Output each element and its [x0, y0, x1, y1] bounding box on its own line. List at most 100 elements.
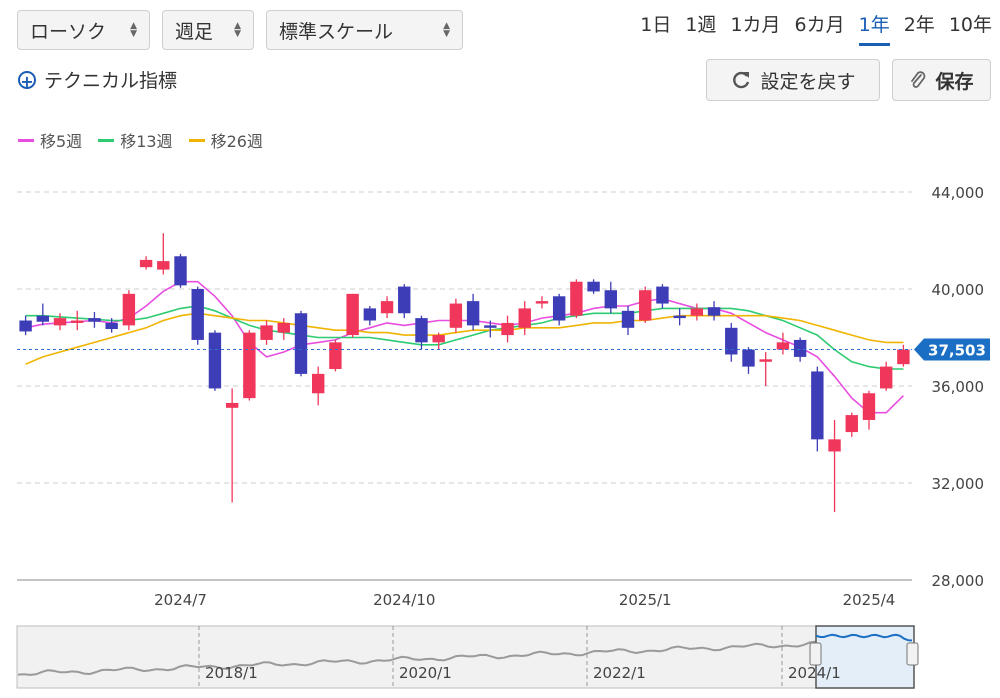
candle-body: [208, 332, 222, 389]
moving-average-line: [25, 280, 904, 414]
candle-body: [105, 322, 118, 330]
candle-body: [243, 332, 256, 399]
select-arrows-icon: ▲ ▼: [443, 21, 450, 39]
candle-body: [122, 293, 136, 326]
period-tab-1w[interactable]: 1週: [685, 14, 717, 36]
candle-body: [449, 303, 463, 328]
period-tab-6m[interactable]: 6カ月: [794, 14, 845, 36]
candle-body: [725, 327, 738, 355]
candle-body: [862, 393, 876, 420]
legend-label: 移13週: [120, 132, 173, 151]
navigator-history-line: [17, 640, 817, 676]
interval-select[interactable]: 週足 ▲ ▼: [162, 10, 254, 50]
x-tick-label: 2024/10: [373, 591, 435, 609]
candle-body: [535, 301, 549, 304]
technical-indicator-button[interactable]: + テクニカル指標: [18, 66, 177, 93]
candle-body: [139, 259, 153, 268]
candle-body: [191, 289, 204, 340]
candle-body: [828, 439, 841, 452]
candle-body: [329, 342, 342, 370]
candle-body: [845, 415, 858, 433]
candle-body: [174, 256, 187, 286]
paperclip-icon: [911, 71, 926, 88]
moving-average-line: [25, 312, 904, 365]
period-tabs: 1日 1週 1カ月 6カ月 1年 2年 10年: [640, 10, 992, 46]
candle-body: [639, 290, 652, 321]
candle-body: [312, 373, 325, 394]
candle-body: [157, 261, 170, 270]
chart-type-select[interactable]: ローソク ▲ ▼: [17, 10, 150, 50]
candle-body: [88, 318, 101, 322]
interval-value: 週足: [175, 20, 214, 43]
candle-body: [621, 310, 635, 328]
candle-body: [811, 371, 824, 440]
save-button[interactable]: 保存: [892, 59, 991, 101]
legend-item-ma26: 移26週: [188, 128, 263, 152]
select-arrows-icon: ▲ ▼: [234, 21, 241, 39]
candle-body: [793, 339, 807, 357]
x-tick-label: 2025/4: [843, 591, 896, 609]
navigator-right-handle[interactable]: [906, 642, 919, 666]
reset-settings-button[interactable]: 設定を戻す: [706, 59, 880, 101]
candle-body: [518, 308, 531, 328]
candle-body: [707, 307, 721, 316]
candle-body: [432, 335, 445, 343]
save-label: 保存: [935, 70, 974, 93]
moving-average-legend: 移5週 移13週 移26週: [18, 128, 263, 152]
reset-settings-label: 設定を戻す: [760, 70, 856, 93]
legend-swatch: [18, 138, 34, 142]
technical-indicator-label: テクニカル指標: [44, 70, 178, 92]
candle-body: [277, 322, 290, 333]
candle-body: [225, 402, 239, 408]
scale-value: 標準スケール: [279, 20, 394, 43]
candle-body: [897, 349, 910, 365]
candle-body: [380, 301, 394, 314]
scale-select[interactable]: 標準スケール ▲ ▼: [266, 10, 463, 50]
chart-type-value: ローソク: [30, 20, 107, 43]
candle-body: [501, 322, 514, 336]
x-tick-label: 2025/1: [619, 591, 672, 609]
candle-body: [552, 296, 566, 321]
refresh-icon: [733, 71, 750, 89]
legend-label: 移5週: [40, 132, 83, 151]
candle-body: [656, 286, 669, 304]
period-tab-2y[interactable]: 2年: [903, 14, 935, 36]
moving-average-line: [25, 305, 904, 370]
candle-body: [19, 320, 32, 332]
candle-body: [604, 290, 617, 309]
period-tab-1y[interactable]: 1年: [858, 10, 890, 46]
x-tick-label: 2024/7: [154, 591, 207, 609]
last-price-badge: [914, 338, 990, 361]
navigator-tick-label: 2018/1: [205, 664, 258, 682]
candle-body: [36, 315, 50, 322]
navigator-selection-line: [815, 633, 913, 642]
range-navigator[interactable]: 2018/1 2020/1 2022/1 2024/1: [0, 620, 1000, 698]
last-price-label: 37,503: [928, 342, 986, 360]
candle-body: [587, 281, 600, 292]
candle-body: [776, 342, 790, 350]
legend-swatch: [188, 138, 205, 142]
candle-body: [294, 313, 308, 374]
legend-swatch: [98, 138, 115, 142]
candle-body: [363, 308, 377, 321]
candle-body: [260, 325, 273, 340]
candle-body: [484, 325, 497, 328]
period-tab-1d[interactable]: 1日: [640, 14, 672, 36]
legend-item-ma13: 移13週: [98, 128, 173, 152]
candle-body: [570, 281, 583, 316]
add-circle-icon: +: [18, 70, 36, 90]
candle-body: [466, 301, 480, 326]
candle-body: [415, 318, 428, 343]
period-tab-1m[interactable]: 1カ月: [730, 14, 781, 36]
navigator-left-handle[interactable]: [809, 642, 822, 666]
candle-body: [346, 293, 359, 336]
y-tick-label: 40,000: [932, 281, 985, 299]
legend-label: 移26週: [210, 132, 263, 151]
candle-body: [879, 366, 893, 389]
y-tick-label: 28,000: [932, 572, 985, 590]
period-tab-10y[interactable]: 10年: [948, 14, 992, 36]
legend-item-ma5: 移5週: [18, 128, 82, 152]
candlestick-chart[interactable]: 44,000 40,000 36,000 32,000 28,000 2024/7 2024…: [0, 0, 1000, 620]
candle-body: [71, 320, 84, 323]
candle-body: [690, 308, 704, 316]
